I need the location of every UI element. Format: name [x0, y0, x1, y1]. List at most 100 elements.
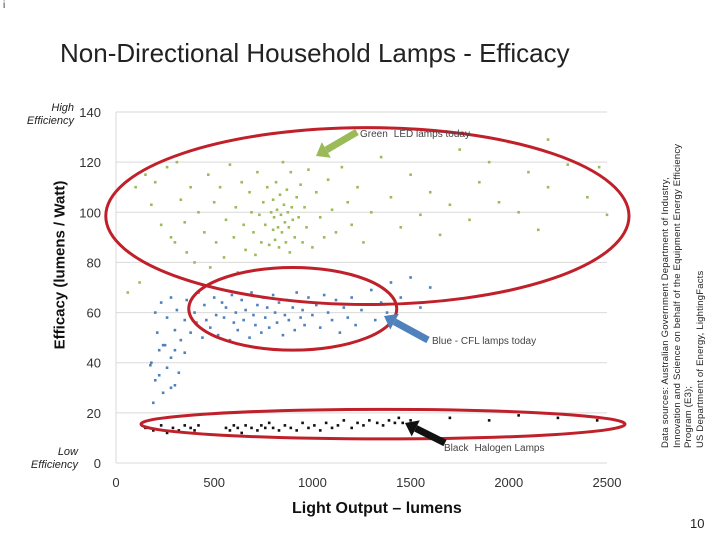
cfl-point [265, 306, 269, 309]
led-point [536, 228, 540, 232]
led-point [288, 251, 292, 254]
led-point [271, 198, 275, 202]
cfl-point [271, 293, 275, 297]
legend-arrow-head [316, 142, 331, 158]
led-point [517, 210, 520, 214]
cfl-point [230, 293, 234, 297]
led-point [389, 195, 393, 199]
led-point [289, 170, 293, 174]
led-point [487, 160, 491, 164]
halogen-point [448, 416, 452, 420]
y-tick-label: 60 [87, 306, 101, 321]
legend-label: Black Halogen Lamps [444, 443, 545, 454]
led-point [272, 216, 276, 219]
led-point [185, 251, 189, 254]
led-point [183, 221, 187, 224]
led-point [399, 226, 403, 229]
led-point [281, 160, 285, 164]
led-point [214, 241, 218, 244]
high-efficiency-label: High Efficiency [26, 102, 74, 127]
halogen-point [283, 424, 287, 427]
cfl-point [318, 326, 322, 329]
cfl-point [252, 313, 255, 317]
halogen-point [401, 421, 405, 425]
cfl-point [283, 313, 287, 317]
led-point [273, 238, 277, 242]
led-point [334, 231, 338, 234]
halogen-point [295, 429, 298, 432]
cfl-point [216, 333, 220, 337]
led-point [263, 223, 267, 227]
led-point [293, 236, 297, 239]
halogen-point [277, 429, 281, 432]
y-tick-label: 140 [79, 105, 101, 120]
cfl-point [267, 326, 271, 329]
cfl-point [169, 386, 173, 390]
cfl-point [214, 313, 218, 317]
led-point [173, 241, 177, 244]
led-point [346, 200, 350, 204]
led-point [362, 241, 365, 244]
led-point [276, 226, 280, 229]
led-point [275, 208, 279, 212]
led-point [193, 261, 196, 264]
cfl-point [232, 321, 236, 324]
halogen-point [171, 426, 175, 430]
led-point [271, 228, 275, 232]
cfl-point [277, 301, 281, 304]
x-tick-label: 1500 [396, 475, 425, 490]
led-point [242, 223, 245, 227]
y-tick-label: 80 [87, 255, 101, 270]
cfl-point [161, 343, 165, 347]
y-tick-label: 40 [87, 356, 101, 371]
cfl-point [244, 308, 247, 312]
cfl-point [254, 323, 257, 327]
halogen-point [256, 429, 259, 432]
low-efficiency-label: Low Efficiency [30, 446, 78, 471]
y-tick-label: 120 [79, 155, 101, 170]
led-point [330, 208, 334, 212]
x-axis-title: Light Output – lumens [292, 500, 462, 517]
halogen-point [189, 426, 192, 430]
halogen-point [197, 424, 200, 427]
cfl-point [326, 311, 330, 314]
led-point [169, 236, 173, 239]
halogen-point [368, 419, 371, 422]
led-point [340, 165, 344, 169]
highlight-ellipses [104, 126, 631, 441]
cfl-point [205, 318, 208, 322]
cfl-point [234, 311, 238, 314]
led-point [265, 185, 269, 189]
legend-arrow-head [405, 420, 420, 437]
cfl-point [169, 356, 173, 359]
cfl-point [240, 298, 243, 302]
halogen-point [517, 414, 520, 417]
halogen-point [362, 424, 365, 427]
cfl-point [157, 348, 161, 352]
cfl-point [399, 296, 403, 299]
cfl-point [183, 351, 187, 354]
led-point [260, 241, 263, 244]
cfl-point [281, 333, 285, 337]
cfl-point [177, 371, 181, 375]
halogen-point [330, 426, 334, 430]
cfl-point [175, 308, 179, 312]
cfl-point [350, 296, 353, 299]
cfl-point [419, 306, 422, 309]
halogen-point [263, 426, 267, 430]
halogen-point [165, 431, 169, 435]
halogen-point [236, 426, 240, 430]
led-point [284, 241, 288, 244]
cfl-point [228, 338, 232, 342]
cfl-point [224, 306, 228, 309]
led-point [419, 213, 422, 217]
cfl-point [256, 303, 259, 307]
led-point [224, 218, 228, 222]
led-point [232, 236, 236, 239]
cfl-point [248, 336, 251, 339]
led-point [546, 138, 550, 141]
led-point [134, 185, 137, 189]
cfl-point [293, 328, 297, 332]
cfl-point [179, 338, 183, 342]
cfl-point [428, 286, 432, 289]
